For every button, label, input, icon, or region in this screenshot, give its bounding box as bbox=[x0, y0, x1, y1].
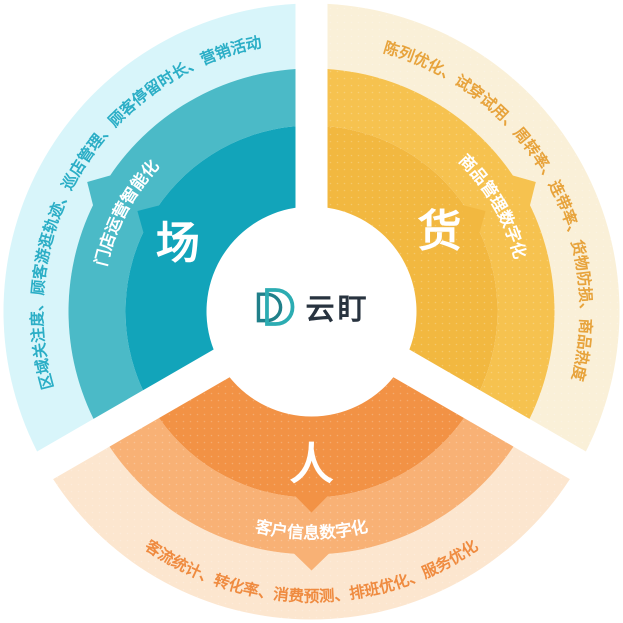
sector-goods-core-label: 货 bbox=[418, 207, 462, 256]
sector-place-middle-ring bbox=[68, 69, 296, 419]
sector-goods-inner-chevron-icon bbox=[458, 204, 486, 239]
sector-people-inner-chevron-icon bbox=[291, 492, 332, 513]
sector-place-inner-ring bbox=[125, 126, 296, 391]
sector-place-core-label: 场 bbox=[156, 219, 200, 268]
brand-logo: 云盯 bbox=[252, 284, 369, 330]
sector-people-core-label: 人 bbox=[290, 440, 334, 489]
logo-d-front-stroke bbox=[265, 288, 295, 326]
logo-d-back-stroke bbox=[256, 292, 283, 323]
sector-place-middle-chevron-icon bbox=[87, 173, 117, 212]
sector-place-inner-chevron-icon bbox=[137, 204, 165, 239]
sector-place-outer-ring bbox=[3, 3, 296, 452]
sector-goods-middle-chevron-icon bbox=[506, 173, 536, 212]
cloud-d-logo-icon bbox=[256, 288, 295, 326]
logo-wordmark: 云盯 bbox=[305, 294, 370, 326]
sector-people-middle-chevron-icon bbox=[289, 549, 334, 571]
